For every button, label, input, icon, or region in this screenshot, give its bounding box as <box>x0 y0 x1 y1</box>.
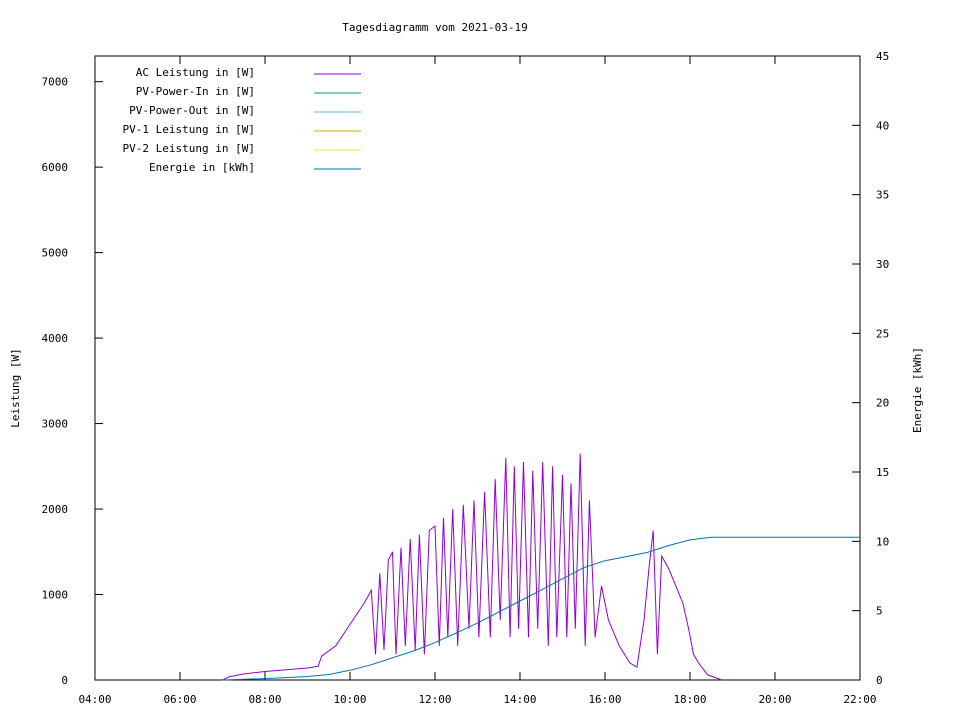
x-tick-label: 06:00 <box>163 693 196 706</box>
y-tick-label: 1000 <box>42 589 69 602</box>
x-tick-label: 16:00 <box>588 693 621 706</box>
series-line-0 <box>222 453 723 681</box>
legend-label: PV-1 Leistung in [W] <box>123 123 255 136</box>
y-tick-label: 5000 <box>42 247 69 260</box>
y2-tick-label: 25 <box>876 327 889 340</box>
x-tick-label: 14:00 <box>503 693 536 706</box>
y2-tick-label: 40 <box>876 119 889 132</box>
legend-label: AC Leistung in [W] <box>136 66 255 79</box>
series-layer <box>222 453 860 681</box>
y2-tick-label: 45 <box>876 50 889 63</box>
x-tick-label: 10:00 <box>333 693 366 706</box>
y-tick-label: 6000 <box>42 161 69 174</box>
y2-tick-label: 20 <box>876 397 889 410</box>
legend-label: Energie in [kWh] <box>149 161 255 174</box>
series-line-5 <box>222 536 860 681</box>
x-tick-label: 22:00 <box>843 693 876 706</box>
x-tick-label: 18:00 <box>673 693 706 706</box>
y2-axis-label: Energie [kWh] <box>911 347 924 433</box>
y2-tick-label: 5 <box>876 605 883 618</box>
y2-tick-label: 10 <box>876 535 889 548</box>
x-tick-label: 20:00 <box>758 693 791 706</box>
x-tick-label: 08:00 <box>248 693 281 706</box>
y2-tick-label: 30 <box>876 258 889 271</box>
y-tick-label: 2000 <box>42 503 69 516</box>
y-tick-label: 7000 <box>42 76 69 89</box>
plot-frame <box>94 55 861 681</box>
legend: AC Leistung in [W] PV-Power-In in [W] PV-P… <box>123 66 361 174</box>
chart-title: Tagesdiagramm vom 2021-03-19 <box>342 21 527 34</box>
y-tick-label: 3000 <box>42 418 69 431</box>
x-tick-label: 12:00 <box>418 693 451 706</box>
legend-label: PV-Power-Out in [W] <box>129 104 255 117</box>
y-tick-label: 4000 <box>42 332 69 345</box>
y-tick-label: 0 <box>61 674 68 687</box>
y2-tick-label: 35 <box>876 189 889 202</box>
legend-label: PV-Power-In in [W] <box>136 85 255 98</box>
y2-tick-label: 15 <box>876 466 889 479</box>
y-axis-label: Leistung [W] <box>9 348 22 427</box>
x-tick-label: 04:00 <box>78 693 111 706</box>
legend-label: PV-2 Leistung in [W] <box>123 142 255 155</box>
y2-tick-label: 0 <box>876 674 883 687</box>
axis-ticks: 04:00 06:00 08:00 10:00 12:00 14:00 16:00 18:00… <box>42 50 890 706</box>
